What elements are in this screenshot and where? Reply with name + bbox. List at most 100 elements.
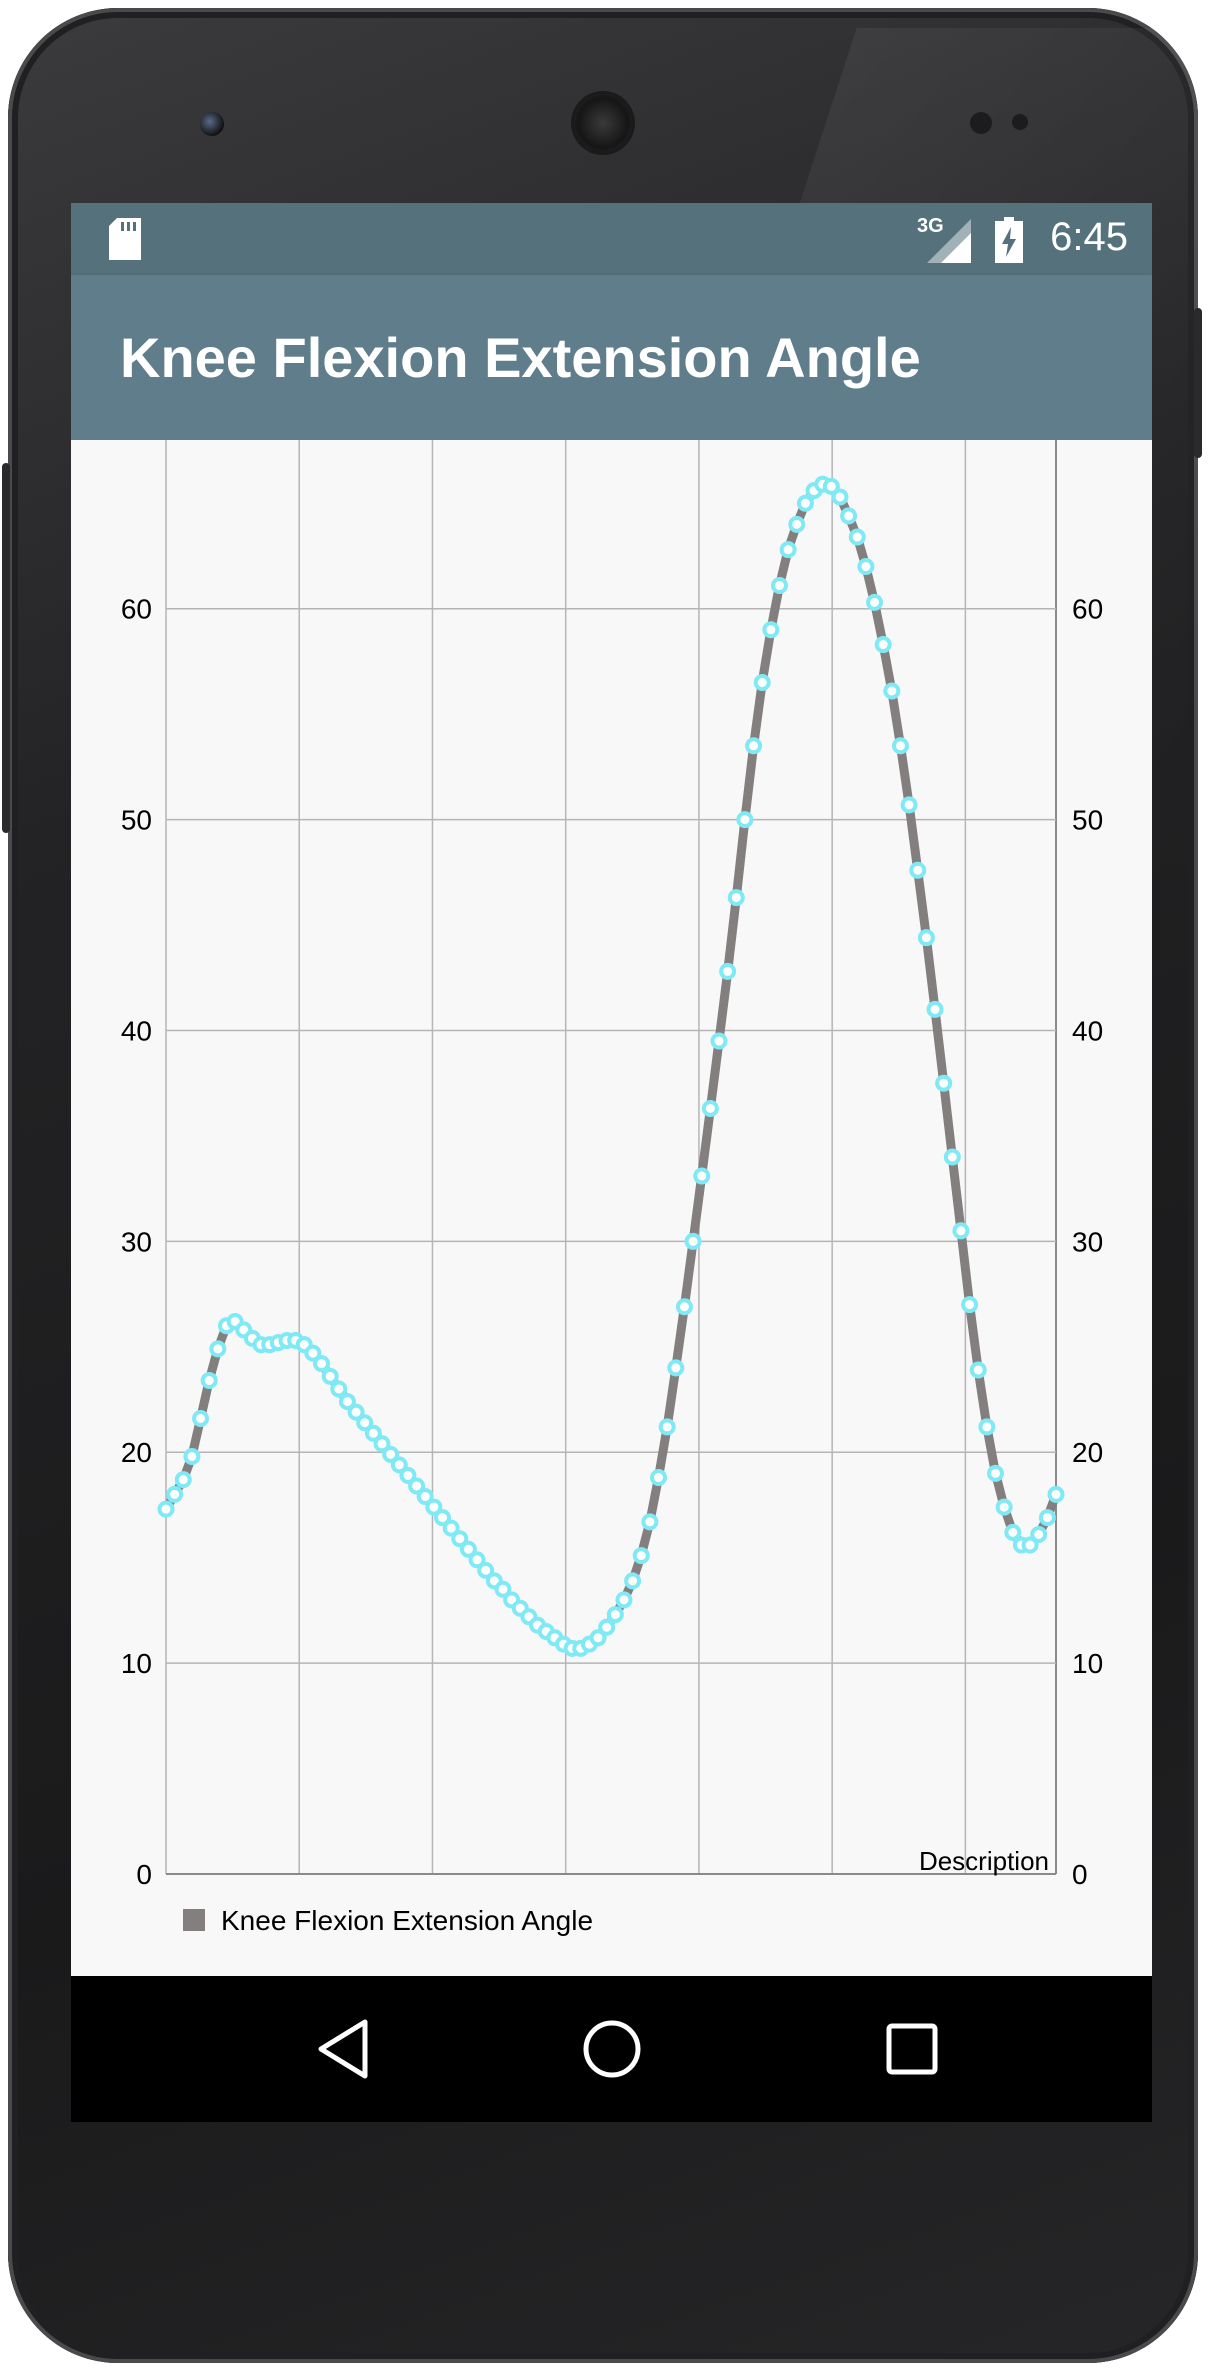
data-point xyxy=(174,1471,192,1489)
data-point xyxy=(917,929,935,947)
data-point xyxy=(719,962,737,980)
data-point xyxy=(693,1167,711,1185)
data-point xyxy=(909,861,927,879)
recents-icon[interactable] xyxy=(877,2014,947,2084)
y-tick-label-right: 30 xyxy=(1072,1226,1103,1257)
data-point xyxy=(710,1032,728,1050)
data-point xyxy=(615,1591,633,1609)
data-point xyxy=(1038,1509,1056,1527)
data-point xyxy=(313,1355,331,1373)
y-tick-label-left: 10 xyxy=(121,1648,152,1679)
data-point xyxy=(840,507,858,525)
data-points xyxy=(157,475,1065,1657)
data-point xyxy=(408,1477,426,1495)
data-point xyxy=(848,528,866,546)
data-point xyxy=(606,1606,624,1624)
data-point xyxy=(624,1572,642,1590)
app-bar: Knee Flexion Extension Angle xyxy=(71,275,1152,440)
y-axis-right-labels: 0 10 20 30 40 50 60 xyxy=(1072,594,1103,1890)
data-point xyxy=(364,1424,382,1442)
data-point xyxy=(1047,1485,1065,1503)
data-point xyxy=(995,1498,1013,1516)
data-point xyxy=(442,1519,460,1537)
data-point xyxy=(451,1530,469,1548)
data-point xyxy=(762,621,780,639)
data-point xyxy=(727,889,745,907)
data-point xyxy=(650,1469,668,1487)
y-axis-left-labels: 0 10 20 30 40 50 60 xyxy=(121,594,152,1890)
home-icon[interactable] xyxy=(577,2014,647,2084)
data-point xyxy=(926,1000,944,1018)
data-point xyxy=(166,1485,184,1503)
sd-card-icon xyxy=(109,218,141,260)
chart-description: Description xyxy=(919,1846,1049,1876)
chart-container[interactable]: 0 10 20 30 40 50 60 0 10 20 30 40 50 60 Description … xyxy=(71,440,1152,1976)
y-tick-label-right: 0 xyxy=(1072,1859,1088,1890)
volume-button[interactable] xyxy=(2,463,10,833)
data-point xyxy=(987,1464,1005,1482)
data-point xyxy=(779,541,797,559)
data-point xyxy=(494,1580,512,1598)
data-point xyxy=(641,1513,659,1531)
light-sensor xyxy=(1012,114,1028,130)
network-type-label: 3G xyxy=(917,215,944,237)
data-point xyxy=(935,1074,953,1092)
data-point xyxy=(866,593,884,611)
data-point xyxy=(468,1551,486,1569)
data-point xyxy=(477,1561,495,1579)
data-point xyxy=(1021,1536,1039,1554)
data-point xyxy=(952,1222,970,1240)
y-tick-label-left: 50 xyxy=(121,805,152,836)
battery-charging-icon xyxy=(995,217,1023,263)
data-point xyxy=(943,1148,961,1166)
y-tick-label-left: 40 xyxy=(121,1015,152,1046)
data-point xyxy=(304,1344,322,1362)
back-icon[interactable] xyxy=(309,2014,379,2084)
phone-frame: 3G 6:45 Knee Flexion Extension Angle 0 10… xyxy=(2,8,1210,2363)
data-point xyxy=(658,1418,676,1436)
data-point xyxy=(338,1393,356,1411)
data-point xyxy=(598,1618,616,1636)
data-point xyxy=(356,1414,374,1432)
y-tick-label-right: 40 xyxy=(1072,1015,1103,1046)
data-point xyxy=(969,1361,987,1379)
front-camera xyxy=(200,112,224,136)
y-tick-label-left: 0 xyxy=(136,1859,152,1890)
data-point xyxy=(822,477,840,495)
data-point xyxy=(1030,1525,1048,1543)
data-point xyxy=(209,1340,227,1358)
data-point xyxy=(200,1372,218,1390)
data-point xyxy=(390,1456,408,1474)
y-tick-label-right: 50 xyxy=(1072,805,1103,836)
y-tick-label-left: 30 xyxy=(121,1226,152,1257)
data-point xyxy=(632,1547,650,1565)
data-point xyxy=(891,737,909,755)
data-point xyxy=(399,1466,417,1484)
data-point xyxy=(382,1445,400,1463)
data-point xyxy=(667,1359,685,1377)
data-point xyxy=(701,1099,719,1117)
data-point xyxy=(770,577,788,595)
y-tick-label-left: 20 xyxy=(121,1437,152,1468)
data-point xyxy=(373,1435,391,1453)
screen: 3G 6:45 Knee Flexion Extension Angle 0 10… xyxy=(71,203,1152,2122)
legend-label: Knee Flexion Extension Angle xyxy=(221,1905,593,1936)
status-bar: 3G 6:45 xyxy=(71,203,1152,275)
data-point xyxy=(1004,1523,1022,1541)
signal-icon xyxy=(927,219,971,263)
data-point xyxy=(330,1380,348,1398)
data-point xyxy=(883,682,901,700)
data-point xyxy=(157,1500,175,1518)
data-point xyxy=(416,1488,434,1506)
data-point xyxy=(183,1447,201,1465)
data-point xyxy=(321,1367,339,1385)
data-point xyxy=(684,1232,702,1250)
chart-grid xyxy=(165,440,1057,1875)
data-point xyxy=(745,737,763,755)
power-button[interactable] xyxy=(1194,308,1202,458)
data-point xyxy=(459,1540,477,1558)
y-tick-label-left: 60 xyxy=(121,594,152,625)
data-point xyxy=(347,1403,365,1421)
data-point xyxy=(589,1629,607,1647)
